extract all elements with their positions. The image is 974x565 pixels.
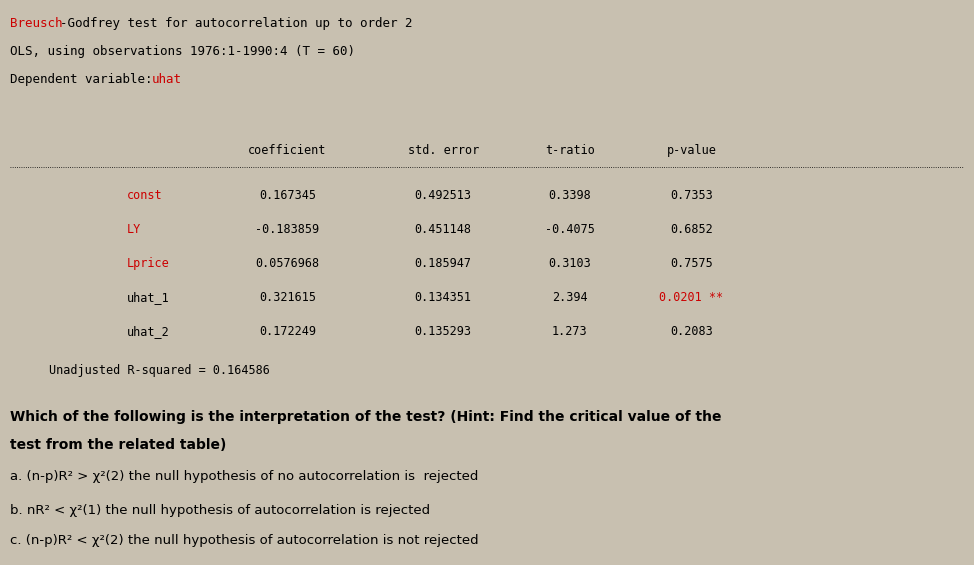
Text: 0.7575: 0.7575 <box>670 257 713 270</box>
Text: p-value: p-value <box>666 144 717 157</box>
Text: 0.2083: 0.2083 <box>670 325 713 338</box>
Text: uhat_1: uhat_1 <box>127 291 169 304</box>
Text: 0.6852: 0.6852 <box>670 223 713 236</box>
Text: 0.135293: 0.135293 <box>415 325 471 338</box>
Text: 0.185947: 0.185947 <box>415 257 471 270</box>
Text: 0.7353: 0.7353 <box>670 189 713 202</box>
Text: const: const <box>127 189 163 202</box>
Text: test from the related table): test from the related table) <box>10 438 226 452</box>
Text: 0.167345: 0.167345 <box>259 189 316 202</box>
Text: 0.172249: 0.172249 <box>259 325 316 338</box>
Text: 0.3103: 0.3103 <box>548 257 591 270</box>
Text: Which of the following is the interpretation of the test? (Hint: Find the critic: Which of the following is the interpreta… <box>10 410 721 424</box>
Text: OLS, using observations 1976:1-1990:4 (T = 60): OLS, using observations 1976:1-1990:4 (T… <box>10 45 355 58</box>
Text: std. error: std. error <box>407 144 479 157</box>
Text: 1.273: 1.273 <box>552 325 587 338</box>
Text: b. nR² < χ²(1) the null hypothesis of autocorrelation is rejected: b. nR² < χ²(1) the null hypothesis of au… <box>10 504 430 517</box>
Text: 0.492513: 0.492513 <box>415 189 471 202</box>
Text: LY: LY <box>127 223 141 236</box>
Text: 0.0201 **: 0.0201 ** <box>659 291 724 304</box>
Text: a. (n-p)R² > χ²(2) the null hypothesis of no autocorrelation is  rejected: a. (n-p)R² > χ²(2) the null hypothesis o… <box>10 470 478 483</box>
Text: Breusch: Breusch <box>10 17 62 30</box>
Text: c. (n-p)R² < χ²(2) the null hypothesis of autocorrelation is not rejected: c. (n-p)R² < χ²(2) the null hypothesis o… <box>10 534 478 547</box>
Text: 0.0576968: 0.0576968 <box>255 257 319 270</box>
Text: 0.3398: 0.3398 <box>548 189 591 202</box>
Text: -0.4075: -0.4075 <box>544 223 595 236</box>
Text: Unadjusted R-squared = 0.164586: Unadjusted R-squared = 0.164586 <box>49 364 270 377</box>
Text: uhat_2: uhat_2 <box>127 325 169 338</box>
Text: t-ratio: t-ratio <box>544 144 595 157</box>
Text: Dependent variable:: Dependent variable: <box>10 73 160 86</box>
Text: 0.321615: 0.321615 <box>259 291 316 304</box>
Text: 0.451148: 0.451148 <box>415 223 471 236</box>
Text: uhat: uhat <box>152 73 182 86</box>
Text: Lprice: Lprice <box>127 257 169 270</box>
Text: coefficient: coefficient <box>248 144 326 157</box>
Text: -0.183859: -0.183859 <box>255 223 319 236</box>
Text: -Godfrey test for autocorrelation up to order 2: -Godfrey test for autocorrelation up to … <box>59 17 412 30</box>
Text: 2.394: 2.394 <box>552 291 587 304</box>
Text: 0.134351: 0.134351 <box>415 291 471 304</box>
